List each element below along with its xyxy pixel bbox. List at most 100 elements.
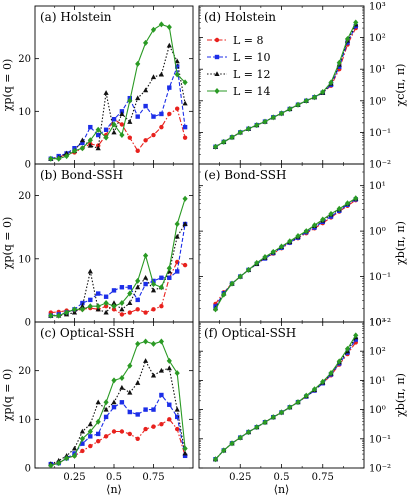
data-point <box>135 277 141 284</box>
data-point <box>182 100 188 106</box>
data-point <box>119 384 125 390</box>
data-point <box>174 233 180 239</box>
y-tick-label: 10⁻¹ <box>369 128 391 139</box>
data-point <box>175 426 180 432</box>
y-tick-label: 10² <box>369 33 386 44</box>
data-point <box>182 445 188 452</box>
data-point <box>344 345 351 352</box>
data-point <box>311 222 318 229</box>
data-point <box>111 399 117 405</box>
legend-marker <box>214 88 220 94</box>
data-point <box>111 429 117 434</box>
series-group <box>48 195 188 319</box>
data-point <box>182 262 188 268</box>
data-point <box>88 297 93 303</box>
data-point <box>79 145 85 152</box>
data-point <box>303 392 309 399</box>
data-point <box>229 440 235 447</box>
data-point <box>150 287 157 293</box>
data-point <box>143 138 148 143</box>
data-point <box>295 233 301 240</box>
y-tick-label: 0 <box>25 160 31 171</box>
series-group <box>212 332 359 463</box>
y-tick-label: 10 <box>18 415 31 426</box>
data-point <box>48 312 54 319</box>
data-point <box>143 39 149 46</box>
y-axis-label: χp(q = 0) <box>1 59 14 112</box>
data-point <box>87 421 93 427</box>
data-point <box>328 79 334 86</box>
data-point <box>167 402 172 407</box>
data-point <box>64 150 70 156</box>
data-point <box>80 448 85 454</box>
data-point <box>103 134 109 141</box>
data-point <box>143 407 148 412</box>
data-point <box>127 431 132 437</box>
panel-title: (f) Optical-SSH <box>204 326 296 340</box>
data-point <box>135 95 141 101</box>
data-point <box>48 462 54 468</box>
data-point <box>245 429 252 436</box>
data-point <box>119 400 125 405</box>
y-tick-label: 10² <box>369 347 386 358</box>
legend-entry: L = 14 <box>233 85 271 98</box>
data-point <box>119 300 125 307</box>
data-point <box>320 378 326 385</box>
data-point <box>143 358 149 363</box>
data-point <box>127 389 133 395</box>
data-point <box>135 436 140 441</box>
data-point <box>79 428 85 434</box>
data-point <box>95 145 101 151</box>
data-point <box>119 306 125 312</box>
data-point <box>336 358 342 365</box>
data-point <box>175 64 180 69</box>
data-point <box>254 259 260 266</box>
data-point <box>311 386 318 393</box>
panel-title: (b) Bond-SSH <box>40 168 123 182</box>
data-point <box>221 291 227 298</box>
data-point <box>158 71 164 77</box>
data-point <box>143 338 149 345</box>
panel-e: 10⁻² 10⁻¹ 10⁰ 10¹ χb(π, π) (e) Bond-SSH <box>198 163 407 329</box>
data-point <box>166 357 172 364</box>
data-point <box>80 300 85 306</box>
data-point <box>96 439 101 444</box>
series-line <box>50 223 186 317</box>
data-point <box>237 434 243 441</box>
y-tick-label: 10⁰ <box>369 405 386 416</box>
series-line <box>215 339 357 460</box>
data-point <box>159 304 164 309</box>
data-point <box>88 124 93 130</box>
data-point <box>311 94 318 101</box>
data-point <box>262 419 268 426</box>
panel-frame <box>198 321 365 469</box>
y-tick-label: 10⁰ <box>369 96 386 107</box>
x-tick-label: 0.5 <box>106 472 122 483</box>
legend-marker <box>214 54 220 60</box>
data-point <box>79 435 85 442</box>
data-point <box>64 153 70 160</box>
panel-c: 0.25 0.5 0.75 ⟨n⟩ 0 10 20 χp(q = 0) (c) Optical-… <box>1 321 194 496</box>
panel-d: 10⁻² 10⁻¹ 10⁰ 10¹ 10² 10³ χc(π, π) (d) Holstein <box>198 2 407 171</box>
data-point <box>127 285 132 290</box>
data-point <box>221 138 227 145</box>
data-point <box>287 106 293 113</box>
data-point <box>103 406 109 412</box>
data-point <box>127 362 133 369</box>
panel-title: (d) Holstein <box>204 10 276 24</box>
panel-frame <box>34 163 194 323</box>
panel-a: 0 10 20 χp(q = 0) (a) Holstein <box>1 5 194 171</box>
data-point <box>135 284 141 290</box>
series-line <box>50 223 186 317</box>
y-tick-label: 10¹ <box>369 376 386 387</box>
data-point <box>119 312 125 317</box>
series-line <box>215 335 357 460</box>
series-group <box>212 19 359 150</box>
data-point <box>95 418 101 425</box>
data-point <box>151 407 156 412</box>
data-point <box>150 74 157 80</box>
data-point <box>303 228 309 235</box>
data-point <box>143 281 148 287</box>
y-tick-label: 20 <box>18 191 31 202</box>
data-point <box>229 134 235 141</box>
